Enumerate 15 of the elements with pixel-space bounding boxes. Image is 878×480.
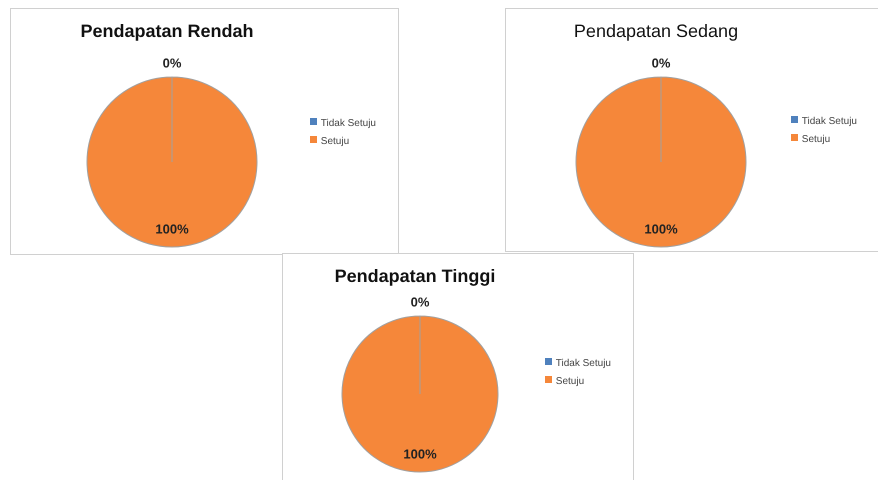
legend-label: Tidak Setuju (802, 116, 857, 127)
legend-label: Setuju (320, 136, 350, 146)
chart-title: Pendapatan Tinggi (334, 266, 496, 287)
data-label: 100% (644, 222, 678, 236)
data-label: 100% (403, 446, 438, 462)
legend-label: Setuju (556, 376, 584, 386)
chart-title: Pendapatan Sedang (572, 21, 740, 42)
legend-label: Tidak Setuju (556, 358, 611, 368)
chart-title: Pendapatan Rendah (79, 21, 255, 42)
text: 0% (162, 56, 182, 70)
legend-label: Tidak Setuju (320, 118, 376, 128)
data-label: 100% (155, 222, 190, 236)
text: 0% (410, 294, 430, 310)
text: 0% (652, 56, 670, 70)
legend-label: Setuju (802, 134, 830, 145)
